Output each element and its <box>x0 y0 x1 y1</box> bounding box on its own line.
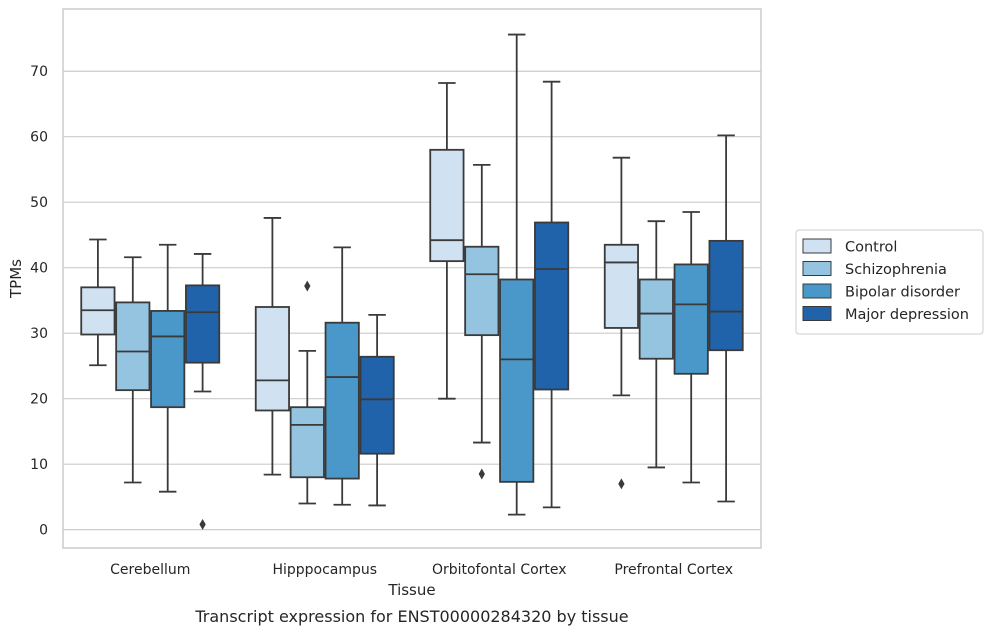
box-body <box>359 355 395 455</box>
legend: Control Schizophrenia Bipolar disorder Majo… <box>795 229 984 335</box>
x-tick-label: Cerebellum <box>110 562 190 578</box>
legend-item: Control <box>802 238 897 256</box>
x-tick-label: Prefrontal Cortex <box>614 562 733 578</box>
box <box>324 246 360 506</box>
outlier-point <box>478 468 485 480</box>
box-body <box>185 284 221 364</box>
y-tick-label: 10 <box>30 457 48 473</box>
box-body <box>324 321 360 480</box>
box-body <box>289 406 325 479</box>
box <box>499 33 535 516</box>
box <box>359 313 395 507</box>
box <box>80 238 116 367</box>
y-tick-label: 50 <box>30 195 48 211</box>
box-body <box>534 221 570 391</box>
legend-label: Bipolar disorder <box>845 285 960 301</box>
outlier-point <box>199 518 206 530</box>
legend-swatch <box>802 261 832 276</box>
legend-label: Major depression <box>845 307 969 323</box>
legend-item: Schizophrenia <box>802 261 947 278</box>
legend-items: Control Schizophrenia Bipolar disorder Majo… <box>802 238 969 323</box>
box <box>289 280 325 505</box>
legend-swatch <box>802 238 832 254</box>
x-axis-label: Tissue <box>387 581 435 599</box>
plot-frame <box>62 8 762 549</box>
box-body <box>464 245 500 337</box>
legend-label: Schizophrenia <box>845 262 947 278</box>
box-body <box>115 301 151 392</box>
outlier-point <box>618 478 625 490</box>
legend-swatch <box>802 306 832 321</box>
box <box>464 163 500 480</box>
legend-item: Major depression <box>802 306 969 323</box>
box <box>150 243 186 493</box>
legend-label: Control <box>845 240 897 256</box>
box-body <box>673 263 709 375</box>
y-tick-label: 70 <box>30 64 48 80</box>
box-body <box>254 306 290 412</box>
outlier-point <box>304 280 311 292</box>
box-body <box>429 148 465 263</box>
y-tick-label: 20 <box>30 392 48 408</box>
box <box>673 211 709 484</box>
legend-swatch <box>802 283 832 299</box>
box-body <box>638 278 674 360</box>
box-body <box>499 278 535 483</box>
x-tick-label: Orbitofontal Cortex <box>432 562 567 578</box>
box-layer <box>80 33 744 530</box>
box-body <box>603 243 639 329</box>
chart-caption: Transcript expression for ENST0000028432… <box>194 607 628 626</box>
box <box>254 217 290 476</box>
y-tick-label: 30 <box>30 326 48 342</box>
box-body <box>150 310 186 409</box>
y-tick-label: 40 <box>30 261 48 277</box>
legend-item: Bipolar disorder <box>802 283 960 301</box>
y-tick-label: 0 <box>39 523 48 539</box>
box <box>534 80 570 509</box>
box-body <box>708 239 744 352</box>
x-axis-ticks: Cerebellum Hipppocampus Orbitofontal Corte… <box>110 562 733 578</box>
box <box>603 156 639 490</box>
box <box>429 82 465 400</box>
box <box>185 253 221 530</box>
box <box>638 220 674 469</box>
legend-frame <box>795 229 984 335</box>
box <box>115 256 151 484</box>
x-tick-label: Hipppocampus <box>272 562 377 578</box>
y-axis-ticks: 0 10 20 30 40 50 60 70 <box>30 64 48 538</box>
y-axis-label: TPMs <box>7 259 25 299</box>
box <box>708 134 744 503</box>
y-tick-label: 60 <box>30 130 48 146</box>
